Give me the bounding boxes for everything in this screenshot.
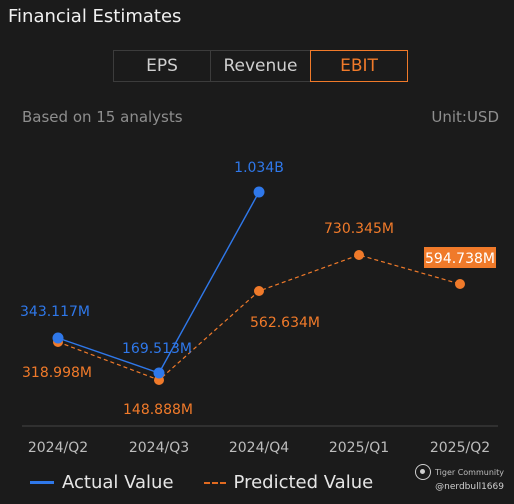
tiger-logo-icon [415,464,431,480]
data-label: 562.634M [250,315,320,331]
watermark-brand: Tiger Community [435,467,504,477]
x-tick-label: 2024/Q3 [129,440,189,456]
actual-point [153,367,165,379]
data-label: 318.998M [22,365,92,381]
legend-predicted: Predicted Value [203,472,374,493]
watermark-user: @nerdbull1669 [435,482,504,492]
ebit-line-chart: 2024/Q2 2024/Q3 2024/Q4 2025/Q1 2025/Q2 343.1… [20,160,498,456]
predicted-point [254,286,264,296]
x-tick-label: 2025/Q1 [329,440,389,456]
x-tick-label: 2024/Q2 [28,440,88,456]
legend-predicted-label: Predicted Value [233,472,374,493]
unit-label: Unit:USD [431,108,499,126]
actual-point [52,332,64,344]
data-label: 148.888M [123,402,193,418]
data-label: 730.345M [324,221,394,237]
x-tick-label: 2025/Q2 [430,440,490,456]
watermark: Tiger Community @nerdbull1669 [415,464,504,492]
legend-predicted-swatch [203,481,226,484]
data-label: 1.034B [234,160,284,176]
page-title: Financial Estimates [8,6,182,27]
chart-legend: Actual Value Predicted Value [30,472,403,493]
predicted-point [455,279,465,289]
x-tick-label: 2024/Q4 [229,440,289,456]
data-label: 169.513M [122,341,192,357]
tab-ebit[interactable]: EBIT [310,50,408,82]
metric-tabs: EPS Revenue EBIT [113,50,408,82]
analyst-count: Based on 15 analysts [22,108,183,126]
highlighted-label-bg [424,247,496,268]
legend-actual: Actual Value [30,472,174,493]
data-label: 343.117M [20,304,90,320]
legend-actual-label: Actual Value [62,472,174,493]
legend-actual-swatch [30,481,54,484]
predicted-point [354,250,364,260]
actual-point [253,186,265,198]
data-label: 594.738M [425,251,495,267]
